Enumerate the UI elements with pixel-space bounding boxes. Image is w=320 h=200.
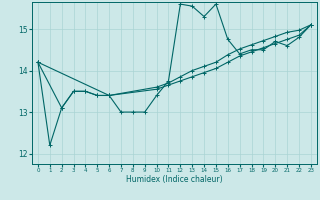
X-axis label: Humidex (Indice chaleur): Humidex (Indice chaleur) xyxy=(126,175,223,184)
